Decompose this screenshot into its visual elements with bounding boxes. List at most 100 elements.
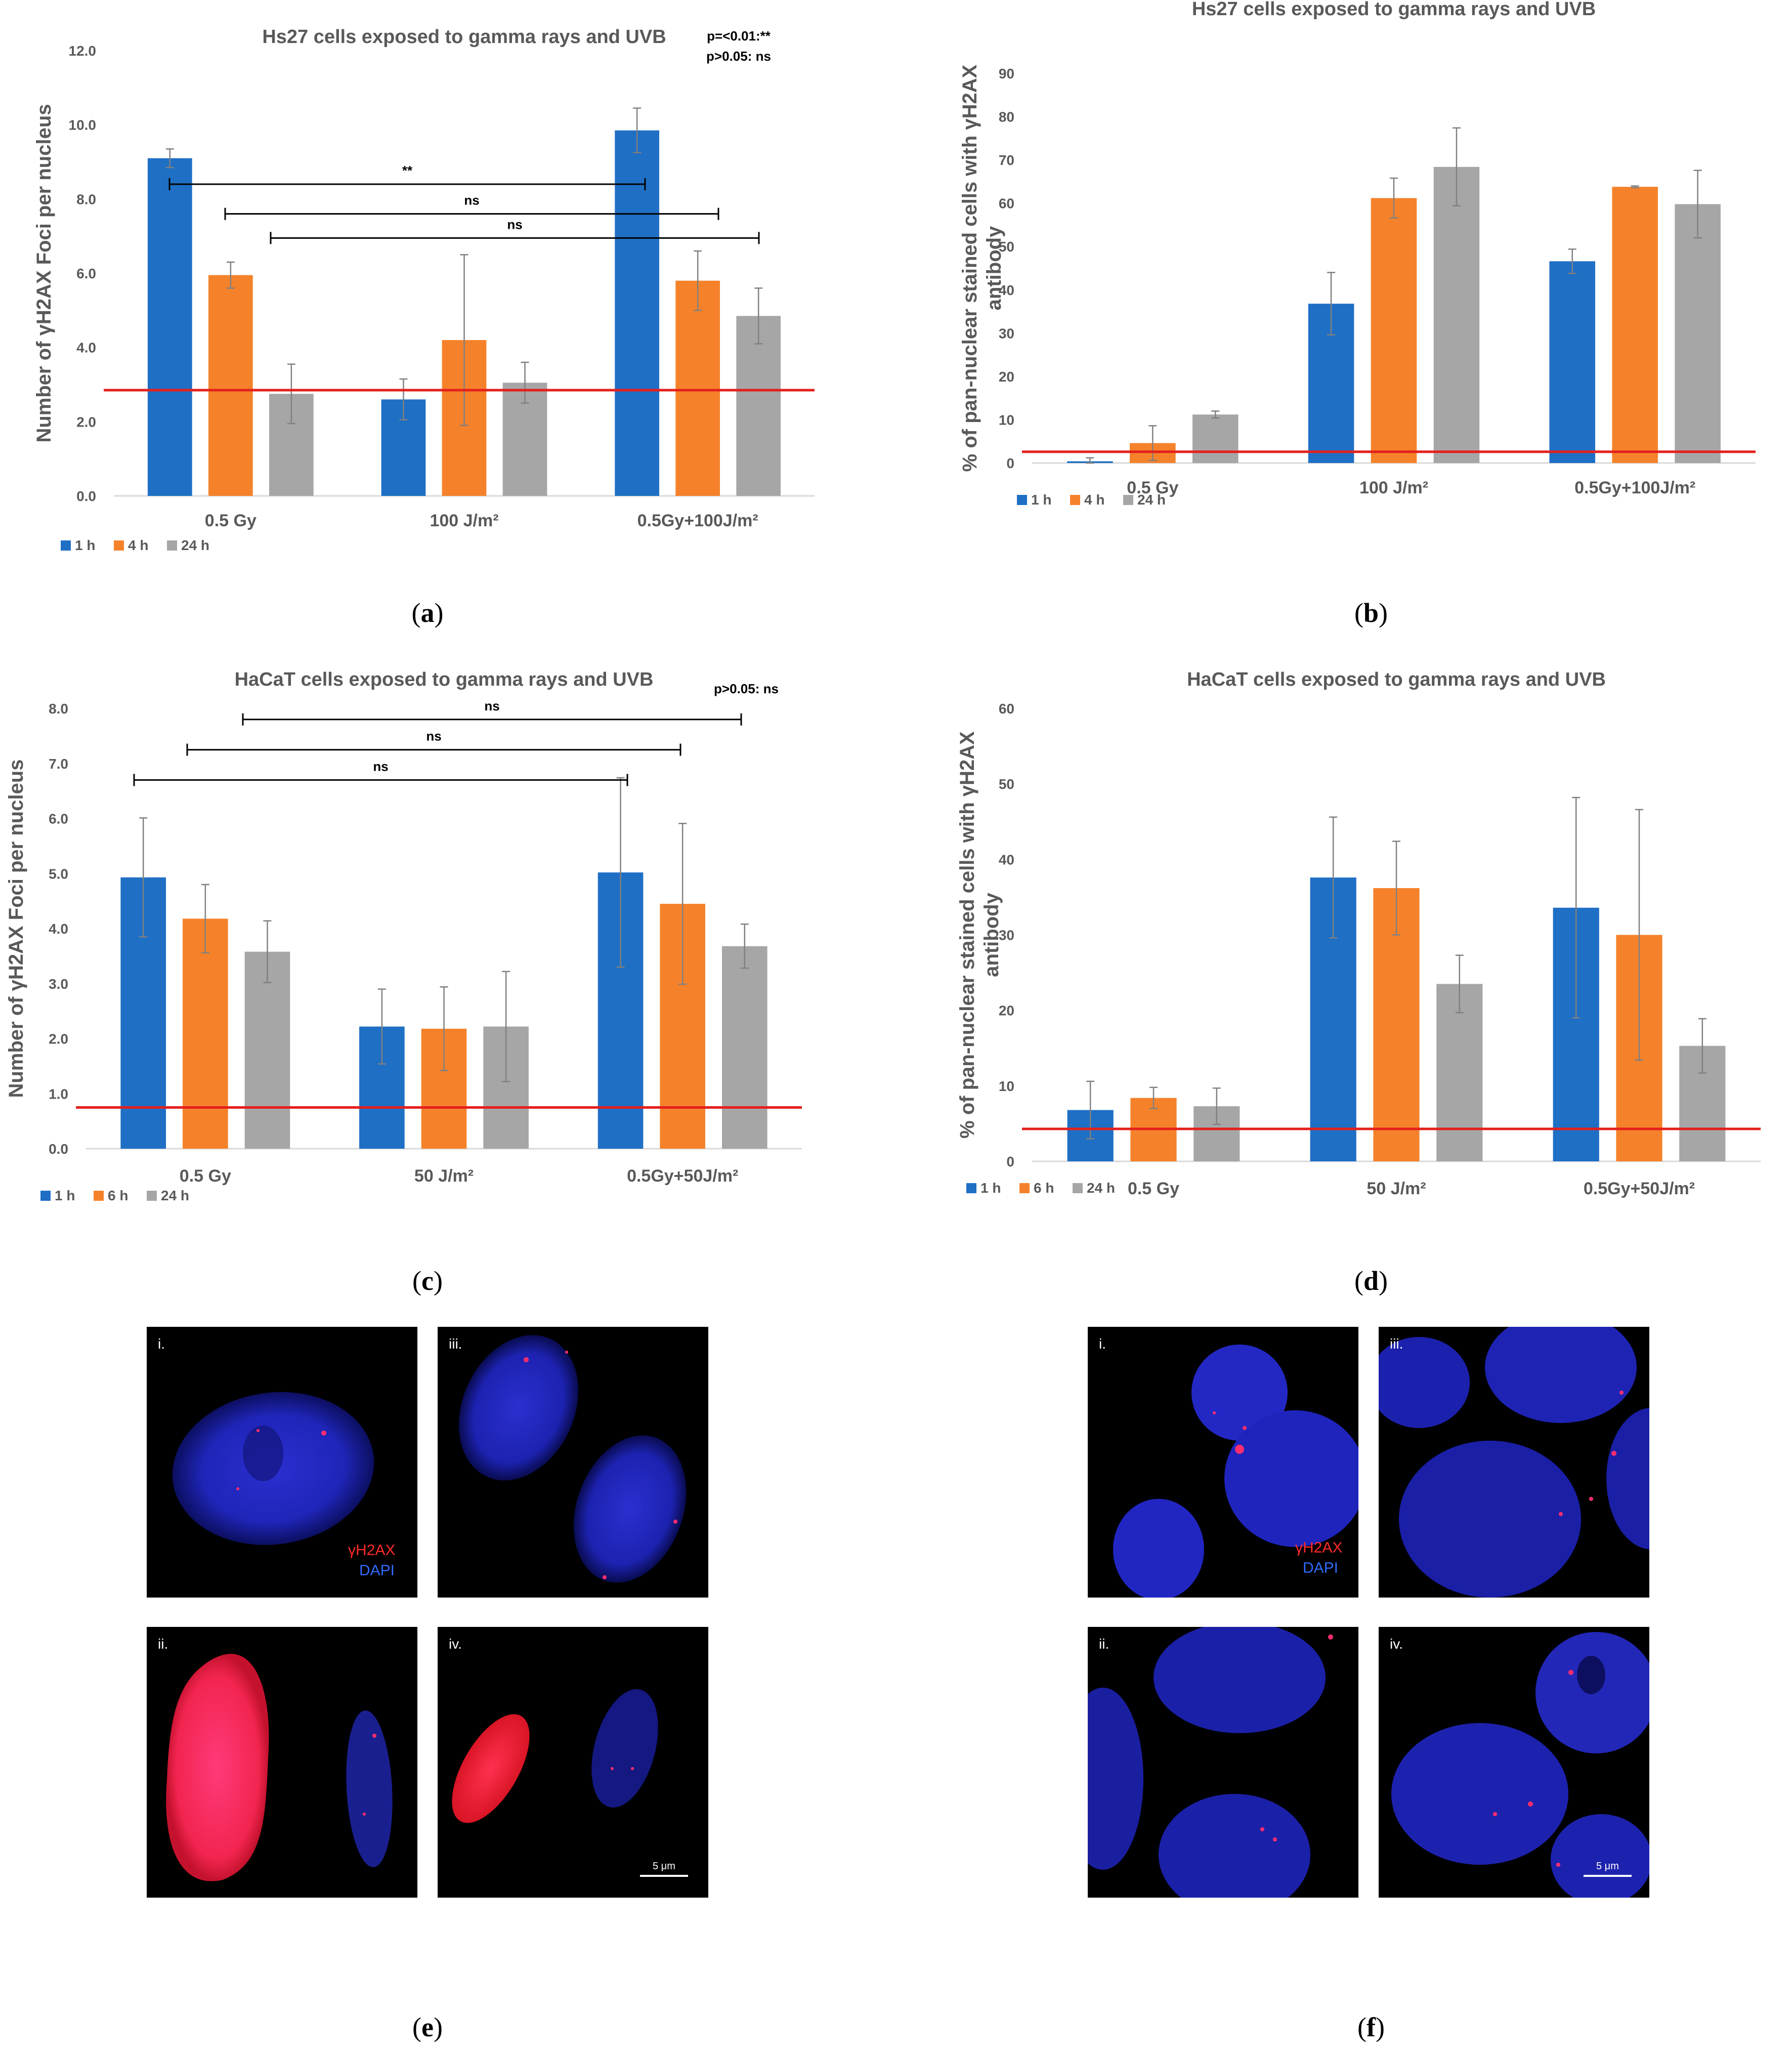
chart-title: Hs27 cells exposed to gamma rays and UVB bbox=[262, 26, 666, 48]
y-tick-label: 70 bbox=[999, 152, 1014, 168]
bar bbox=[1675, 204, 1721, 463]
chart-d: HaCaT cells exposed to gamma rays and UV… bbox=[946, 663, 1776, 1220]
nucleus-image-f-iii bbox=[1379, 1327, 1649, 1598]
micrograph-label: iii. bbox=[1390, 1336, 1403, 1352]
nucleus-image-f-i bbox=[1113, 1345, 1358, 1598]
bar bbox=[1433, 166, 1480, 463]
y-tick-label: 10 bbox=[999, 412, 1014, 428]
y-tick-label: 40 bbox=[999, 852, 1014, 867]
micrograph-e-i: i. γH2AX DAPI bbox=[147, 1327, 417, 1598]
y-tick-label: 40 bbox=[999, 282, 1014, 298]
y-tick-label: 60 bbox=[999, 196, 1014, 212]
y-tick-label: 30 bbox=[999, 325, 1014, 341]
micrograph-label: ii. bbox=[158, 1636, 168, 1652]
bar bbox=[675, 280, 720, 496]
legend-swatch bbox=[94, 1191, 104, 1201]
legend-label: 1 h bbox=[75, 537, 95, 552]
panel-label-d: (d) bbox=[1354, 1266, 1388, 1296]
bar bbox=[147, 158, 192, 496]
legend-swatch bbox=[40, 1191, 51, 1201]
pvalue-text: p=<0.01:** bbox=[707, 28, 771, 44]
nucleus-image-f-iv bbox=[1391, 1632, 1649, 1898]
x-tick-label: 50 J/m² bbox=[414, 1166, 474, 1186]
chart-title: Hs27 cells exposed to gamma rays and UVB bbox=[1192, 0, 1596, 20]
legend-swatch bbox=[1123, 495, 1133, 505]
y-tick-label: 50 bbox=[999, 776, 1014, 792]
pvalue-text: p>0.05: ns bbox=[714, 681, 779, 696]
bracket-label: ns bbox=[484, 698, 499, 714]
micrograph-label: iv. bbox=[1390, 1636, 1403, 1652]
legend-label: 4 h bbox=[1084, 492, 1104, 508]
panel-label-c: (c) bbox=[412, 1266, 443, 1296]
legend-swatch bbox=[147, 1191, 157, 1201]
y-tick-label: 30 bbox=[999, 928, 1014, 943]
scale-bar bbox=[1584, 1875, 1632, 1877]
legend-swatch bbox=[1073, 1183, 1083, 1193]
y-axis-label: Number of γH2AX Foci per nucleus bbox=[5, 759, 27, 1098]
y-axis-label: % of pan-nuclear stained cells with γH2A… bbox=[959, 64, 981, 472]
legend-label: 1 h bbox=[55, 1188, 75, 1203]
micrograph-label: iv. bbox=[449, 1636, 462, 1652]
legend-swatch bbox=[1070, 495, 1080, 505]
y-tick-label: 0.0 bbox=[49, 1141, 68, 1157]
legend-swatch bbox=[61, 540, 71, 551]
legend-label: 24 h bbox=[1137, 492, 1166, 508]
pvalue-text: p>0.05: ns bbox=[706, 49, 771, 64]
chart-c: HaCaT cells exposed to gamma rays and UV… bbox=[0, 663, 830, 1220]
nucleus-image-f-ii bbox=[1088, 1627, 1333, 1898]
y-tick-label: 0 bbox=[1006, 1154, 1014, 1169]
panel-label-f: (f) bbox=[1357, 2012, 1385, 2042]
nucleus-image-e-i bbox=[172, 1392, 374, 1545]
y-tick-label: 80 bbox=[999, 109, 1014, 125]
legend-dapi: DAPI bbox=[359, 1562, 395, 1579]
micrograph-label: iii. bbox=[449, 1336, 462, 1352]
panel-label-a: (a) bbox=[411, 598, 444, 628]
chart-svg: HaCaT cells exposed to gamma rays and UV… bbox=[5, 669, 802, 1203]
y-tick-label: 20 bbox=[999, 369, 1014, 385]
chart-title: HaCaT cells exposed to gamma rays and UV… bbox=[1187, 669, 1606, 690]
legend-label: 6 h bbox=[108, 1188, 128, 1203]
legend-swatch bbox=[1017, 495, 1027, 505]
bar bbox=[183, 918, 228, 1149]
micrograph-f-ii: ii. bbox=[1088, 1627, 1358, 1898]
x-tick-label: 0.5Gy+50J/m² bbox=[1584, 1179, 1695, 1198]
bracket-label: ns bbox=[507, 217, 522, 232]
x-tick-label: 100 J/m² bbox=[430, 511, 498, 530]
bar bbox=[244, 951, 290, 1149]
legend-label: 6 h bbox=[1034, 1180, 1054, 1196]
micrograph-e-iii: iii. bbox=[438, 1327, 708, 1598]
legend-label: 1 h bbox=[980, 1180, 1001, 1196]
bracket-label: ns bbox=[373, 759, 388, 774]
y-tick-label: 4.0 bbox=[76, 340, 96, 356]
micrograph-f-i: i. γH2AX DAPI bbox=[1088, 1327, 1358, 1598]
panel-label-b: (b) bbox=[1354, 598, 1388, 628]
legend-label: 24 h bbox=[181, 537, 209, 552]
x-tick-label: 0.5 Gy bbox=[1127, 478, 1178, 497]
bar bbox=[208, 275, 253, 496]
y-tick-label: 2.0 bbox=[76, 414, 96, 430]
y-tick-label: 8.0 bbox=[49, 701, 68, 717]
x-tick-label: 0.5Gy+100J/m² bbox=[1574, 478, 1695, 497]
micrograph-f-iii: iii. bbox=[1379, 1327, 1649, 1598]
y-tick-label: 8.0 bbox=[76, 191, 96, 207]
y-tick-label: 20 bbox=[999, 1003, 1014, 1019]
scale-label: 5 μm bbox=[653, 1861, 675, 1872]
nucleus-image-e-ii bbox=[166, 1654, 393, 1881]
y-tick-label: 12.0 bbox=[69, 43, 97, 59]
y-tick-label: 90 bbox=[999, 66, 1014, 81]
x-tick-label: 50 J/m² bbox=[1367, 1179, 1426, 1198]
bar bbox=[736, 316, 781, 496]
y-tick-label: 6.0 bbox=[76, 266, 96, 281]
legend-swatch bbox=[966, 1183, 976, 1193]
chart-svg: HaCaT cells exposed to gamma rays and UV… bbox=[956, 669, 1761, 1198]
legend-label: 24 h bbox=[161, 1188, 189, 1203]
bar bbox=[1371, 198, 1417, 463]
x-tick-label: 0.5 Gy bbox=[180, 1166, 231, 1186]
micrograph-label: ii. bbox=[1099, 1636, 1110, 1652]
x-tick-label: 100 J/m² bbox=[1359, 478, 1428, 497]
bar bbox=[721, 946, 767, 1149]
y-tick-label: 1.0 bbox=[49, 1086, 68, 1102]
y-tick-label: 3.0 bbox=[49, 976, 68, 992]
y-tick-label: 7.0 bbox=[49, 756, 68, 772]
micrograph-e-ii: ii. bbox=[147, 1627, 417, 1898]
